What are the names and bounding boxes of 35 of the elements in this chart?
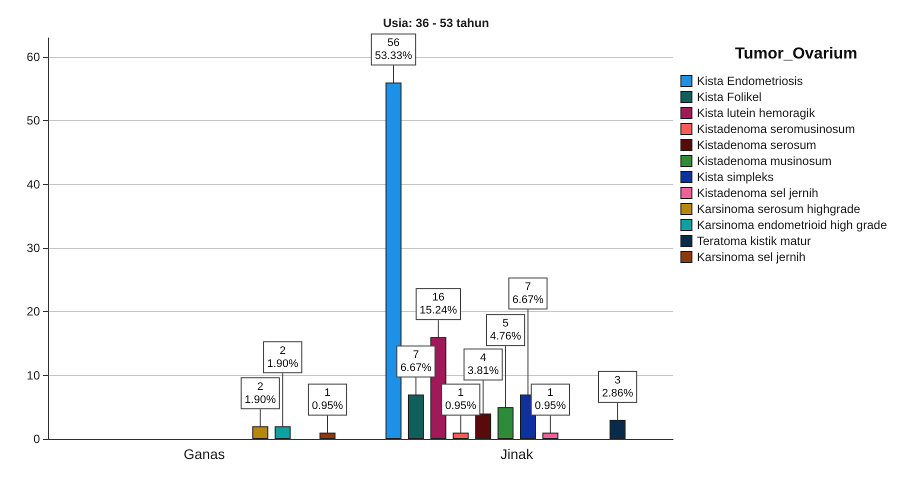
data-label: 7 6.67%: [512, 280, 544, 306]
x-tick-label: Ganas: [184, 446, 225, 462]
data-label: 1 0.95%: [534, 387, 566, 412]
y-tick-label: 30: [26, 241, 40, 256]
legend-label: Teratoma kistik matur: [696, 234, 811, 248]
data-label: 1 0.95%: [312, 387, 344, 412]
data-label: 2 1.90%: [244, 380, 276, 406]
y-tick-label: 0: [33, 432, 40, 446]
data-label: 3 2.86%: [602, 374, 634, 400]
legend-label: Kista lutein hemoragik: [696, 106, 816, 120]
legend-label: Kistadenoma sel jernih: [696, 186, 818, 200]
legend-label: Kista simpleks: [696, 170, 774, 184]
y-tick-label: 20: [26, 304, 40, 319]
y-tick-label: 40: [26, 177, 40, 192]
y-tick-label: 10: [26, 368, 40, 382]
data-label: 4 3.81%: [468, 352, 499, 378]
chart-title: Usia: 36 - 53 tahun: [383, 16, 490, 30]
data-label: 1 0.95%: [445, 387, 477, 412]
y-tick-label: 50: [26, 114, 40, 128]
y-tick-label: 60: [26, 50, 40, 64]
legend-label: Kista Folikel: [696, 90, 762, 104]
legend-label: Karsinoma endometrioid high grade: [696, 218, 888, 232]
data-label: 5 4.76%: [490, 318, 522, 343]
x-tick-label: Jinak: [500, 446, 534, 462]
legend-label: Kista Endometriosis: [696, 74, 803, 88]
legend-title: Tumor_Ovarium: [735, 46, 858, 62]
data-label: 56 53.33%: [374, 37, 412, 62]
legend-label: Kistadenoma serosum: [696, 138, 816, 152]
legend-label: Karsinoma serosum highgrade: [696, 202, 861, 216]
data-label: 16 15.24%: [420, 292, 458, 317]
data-label: 7 6.67%: [400, 348, 432, 374]
legend-label: Kistadenoma seromusinosum: [696, 122, 855, 136]
legend-label: Karsinoma sel jernih: [696, 250, 806, 264]
data-label: 2 1.90%: [267, 344, 298, 370]
legend-label: Kistadenoma musinosum: [696, 154, 832, 168]
